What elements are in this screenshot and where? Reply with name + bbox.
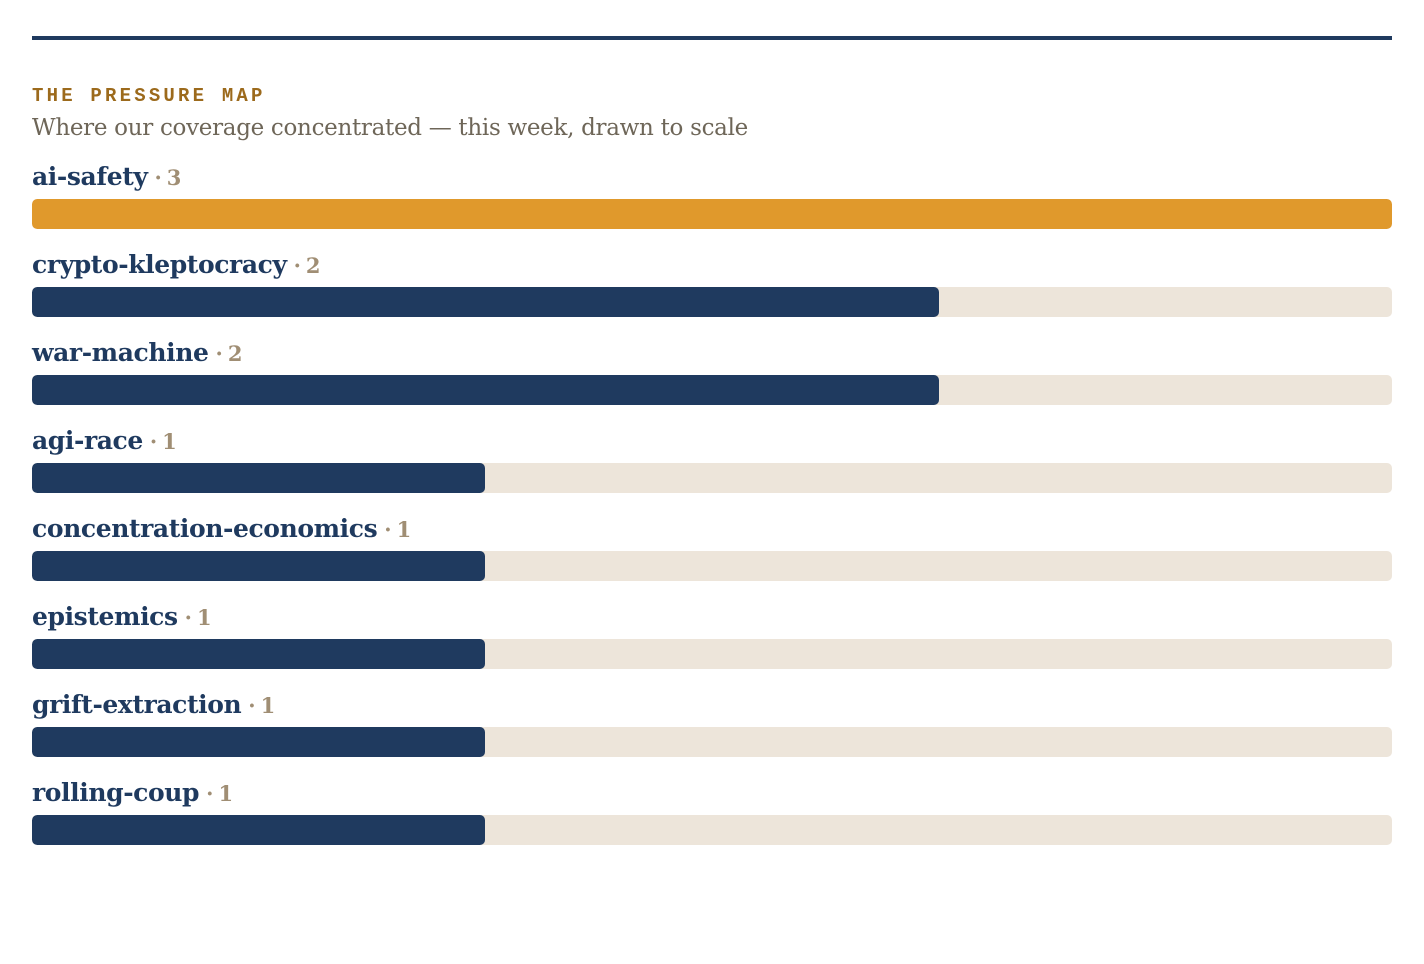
- bar-row: ai-safety · 3: [32, 161, 1392, 249]
- bar-fill: [32, 199, 1392, 229]
- category-label: agi-race: [32, 426, 143, 455]
- category-label: war-machine: [32, 338, 209, 367]
- bar-label: concentration-economics · 1: [32, 513, 1392, 549]
- category-label: crypto-kleptocracy: [32, 250, 287, 279]
- bar-label: rolling-coup · 1: [32, 777, 1392, 813]
- count-label: 1: [396, 517, 412, 542]
- label-separator: ·: [149, 429, 158, 454]
- category-label: concentration-economics: [32, 514, 378, 543]
- bar-fill: [32, 727, 485, 757]
- bar-fill: [32, 287, 939, 317]
- bar-row: epistemics · 1: [32, 601, 1392, 689]
- label-separator: ·: [154, 165, 162, 190]
- bar-fill: [32, 463, 485, 493]
- bar-track: [32, 815, 1392, 845]
- count-label: 1: [218, 781, 234, 806]
- bar-fill: [32, 639, 485, 669]
- bar-fill: [32, 815, 485, 845]
- label-separator: ·: [215, 341, 223, 366]
- bar-label: ai-safety · 3: [32, 161, 1392, 197]
- bar-track: [32, 199, 1392, 229]
- bar-track: [32, 727, 1392, 757]
- bar-label: grift-extraction · 1: [32, 689, 1392, 725]
- label-separator: ·: [248, 693, 256, 718]
- category-label: grift-extraction: [32, 690, 242, 719]
- bar-track: [32, 375, 1392, 405]
- bar-row: grift-extraction · 1: [32, 689, 1392, 777]
- bar-track: [32, 287, 1392, 317]
- label-separator: ·: [384, 517, 392, 542]
- bar-row: agi-race · 1: [32, 425, 1392, 513]
- bar-label: epistemics · 1: [32, 601, 1392, 637]
- bar-row: concentration-economics · 1: [32, 513, 1392, 601]
- count-label: 3: [166, 165, 182, 190]
- pressure-map-panel: THE PRESSURE MAP Where our coverage conc…: [32, 36, 1392, 865]
- count-label: 2: [227, 341, 243, 366]
- bar-track: [32, 639, 1392, 669]
- label-separator: ·: [293, 253, 301, 278]
- category-label: ai-safety: [32, 162, 148, 191]
- bar-chart: ai-safety · 3 crypto-kleptocracy · 2 war-machi…: [32, 161, 1392, 865]
- bar-label: war-machine · 2: [32, 337, 1392, 373]
- count-label: 2: [305, 253, 321, 278]
- bar-fill: [32, 375, 939, 405]
- bar-track: [32, 463, 1392, 493]
- top-rule: [32, 36, 1392, 40]
- category-label: rolling-coup: [32, 778, 200, 807]
- bar-row: war-machine · 2: [32, 337, 1392, 425]
- bar-row: rolling-coup · 1: [32, 777, 1392, 865]
- bar-label: agi-race · 1: [32, 425, 1392, 461]
- bar-track: [32, 551, 1392, 581]
- chart-kicker: THE PRESSURE MAP: [32, 85, 266, 107]
- bar-label: crypto-kleptocracy · 2: [32, 249, 1392, 285]
- count-label: 1: [162, 429, 177, 454]
- label-separator: ·: [184, 605, 192, 630]
- bar-row: crypto-kleptocracy · 2: [32, 249, 1392, 337]
- bar-fill: [32, 551, 485, 581]
- label-separator: ·: [206, 781, 214, 806]
- count-label: 1: [196, 605, 212, 630]
- chart-subtitle: Where our coverage concentrated — this w…: [32, 115, 748, 141]
- count-label: 1: [260, 693, 276, 718]
- category-label: epistemics: [32, 602, 178, 631]
